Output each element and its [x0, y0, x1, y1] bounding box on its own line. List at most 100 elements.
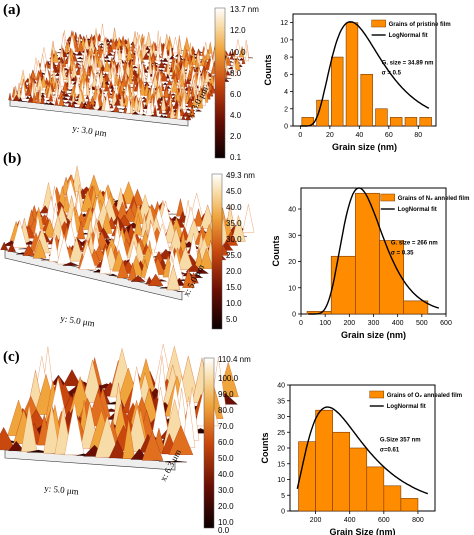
x-axis-label: Grain size (nm)	[341, 330, 406, 340]
y-tick-label: 2	[284, 106, 288, 113]
colorbar-a-tick: 0.1	[230, 153, 242, 162]
x-tick-label: 20	[326, 132, 334, 139]
colorbar-a-tick: 10.0	[230, 48, 246, 57]
bar	[332, 431, 351, 512]
y-tick-label: 40	[277, 383, 285, 390]
y-tick-label: 20	[277, 446, 285, 453]
bar	[315, 409, 333, 512]
annotation-text: σ=0.61	[380, 448, 400, 454]
legend-label: LogNormal fit	[389, 33, 428, 39]
annotation-text: σ = 0.35	[391, 251, 414, 257]
colorbar-b-tick: 15.0	[226, 283, 242, 292]
annotation-text: G. size = 266 nm	[391, 241, 438, 247]
bar	[355, 192, 380, 315]
colorbar-a-tick: 4.0	[230, 111, 242, 120]
x-axis-label: Grain size (nm)	[332, 142, 397, 152]
colorbar-c: 110.4 nm 100.0 90.0 80.0 70.0 60.0 50.0 …	[203, 355, 251, 535]
colorbar-c-tick: 100.0	[218, 374, 239, 383]
bar	[331, 56, 344, 127]
y-tick-label: 12	[280, 20, 288, 27]
y-tick-label: 5	[281, 493, 285, 500]
colorbar-a-tick: 13.7 nm	[230, 5, 259, 14]
y-tick-label: 4	[284, 89, 288, 96]
colorbar-a: 13.7 nm 12.0 10.0 8.0 6.0 4.0 2.0 0.1	[214, 5, 259, 162]
x-tick-label: 200	[343, 320, 355, 327]
bar	[349, 447, 368, 512]
bar	[330, 255, 356, 315]
y-tick-label: 10	[280, 37, 288, 44]
panel-c-label: (c)	[3, 349, 20, 365]
x-tick-label: 0	[299, 320, 303, 327]
colorbar-b: 49.3 nm 45.0 40.0 35.0 30.0 25.0 20.0 15…	[211, 171, 255, 330]
x-tick-label: 60	[385, 132, 393, 139]
x-tick-label: 800	[412, 517, 424, 524]
annotation-text: G.Size 357 nm	[380, 438, 421, 444]
bar	[298, 441, 316, 512]
colorbar-c-tick: 40.0	[218, 470, 234, 479]
y-tick-label: 30	[277, 414, 285, 421]
y-tick-label: 0	[292, 312, 296, 319]
lognormal-fit-line	[300, 21, 430, 127]
colorbar-b-tick: 49.3 nm	[226, 171, 255, 180]
y-axis-label: Counts	[263, 55, 273, 86]
legend-label: Grains of O₂ annealed film	[387, 393, 462, 399]
x-tick-label: 600	[378, 517, 390, 524]
colorbar-b-tick: 20.0	[226, 267, 242, 276]
annotation-text: σ = 0.5	[382, 70, 402, 76]
y-tick-label: 40	[288, 207, 296, 214]
bar	[403, 300, 429, 315]
legend-label: LogNormal fit	[387, 404, 426, 410]
x-tick-label: 100	[319, 320, 331, 327]
colorbar-c-tick: 90.0	[218, 390, 234, 399]
colorbar-c-scale	[203, 357, 215, 529]
colorbar-b-tick: 30.0	[226, 235, 242, 244]
y-tick-label: 0	[284, 124, 288, 131]
bar	[404, 117, 418, 127]
x-tick-label: 600	[440, 320, 452, 327]
annotation-text: G. size = 34.89 nm	[382, 60, 434, 66]
colorbar-b-tick: 10.0	[226, 299, 242, 308]
colorbar-b-tick: 35.0	[226, 219, 242, 228]
legend-label: LogNormal fit	[398, 207, 437, 213]
x-tick-label: 400	[392, 320, 404, 327]
colorbar-c-tick: 70.0	[218, 422, 234, 431]
colorbar-b-tick: 45.0	[226, 187, 242, 196]
legend-bar-swatch	[380, 193, 395, 202]
y-tick-label: 30	[288, 233, 296, 240]
y-tick-label: 0	[281, 509, 285, 516]
colorbar-c-tick: 110.4 nm	[218, 355, 251, 364]
y-tick-label: 8	[284, 55, 288, 62]
colorbar-c-tick: 20.0	[218, 502, 234, 511]
bar	[419, 117, 432, 127]
colorbar-a-tick: 12.0	[230, 26, 246, 35]
panel-b-label: (b)	[3, 151, 22, 167]
y-tick-label: 6	[284, 72, 288, 79]
legend-bar-swatch	[369, 390, 384, 399]
colorbar-a-tick: 8.0	[230, 69, 242, 78]
colorbar-b-tick: 25.0	[226, 251, 242, 260]
colorbar-a-tick: 2.0	[230, 132, 242, 141]
bar	[379, 240, 405, 315]
y-tick-label: 35	[277, 398, 285, 405]
x-axis-label: Grain Size (nm)	[329, 527, 395, 535]
y-tick-label: 25	[277, 430, 285, 437]
bar	[360, 74, 373, 127]
x-tick-label: 40	[355, 132, 363, 139]
colorbar-c-tick: 80.0	[218, 406, 234, 415]
colorbar-a-tick: 6.0	[230, 90, 242, 99]
colorbar-c-tick: 60.0	[218, 438, 234, 447]
afm-c-y-label: y: 5.0 μm	[44, 483, 79, 497]
y-axis-label: Counts	[271, 236, 281, 267]
legend-label: Grains of pristine film	[389, 22, 451, 28]
colorbar-b-scale	[211, 173, 223, 330]
x-tick-label: 0	[298, 132, 302, 139]
y-axis-label: Counts	[260, 433, 270, 464]
lognormal-fit-line	[308, 187, 440, 315]
colorbar-c-tick: 30.0	[218, 486, 234, 495]
colorbar-c-tick: 10.0	[218, 518, 234, 527]
